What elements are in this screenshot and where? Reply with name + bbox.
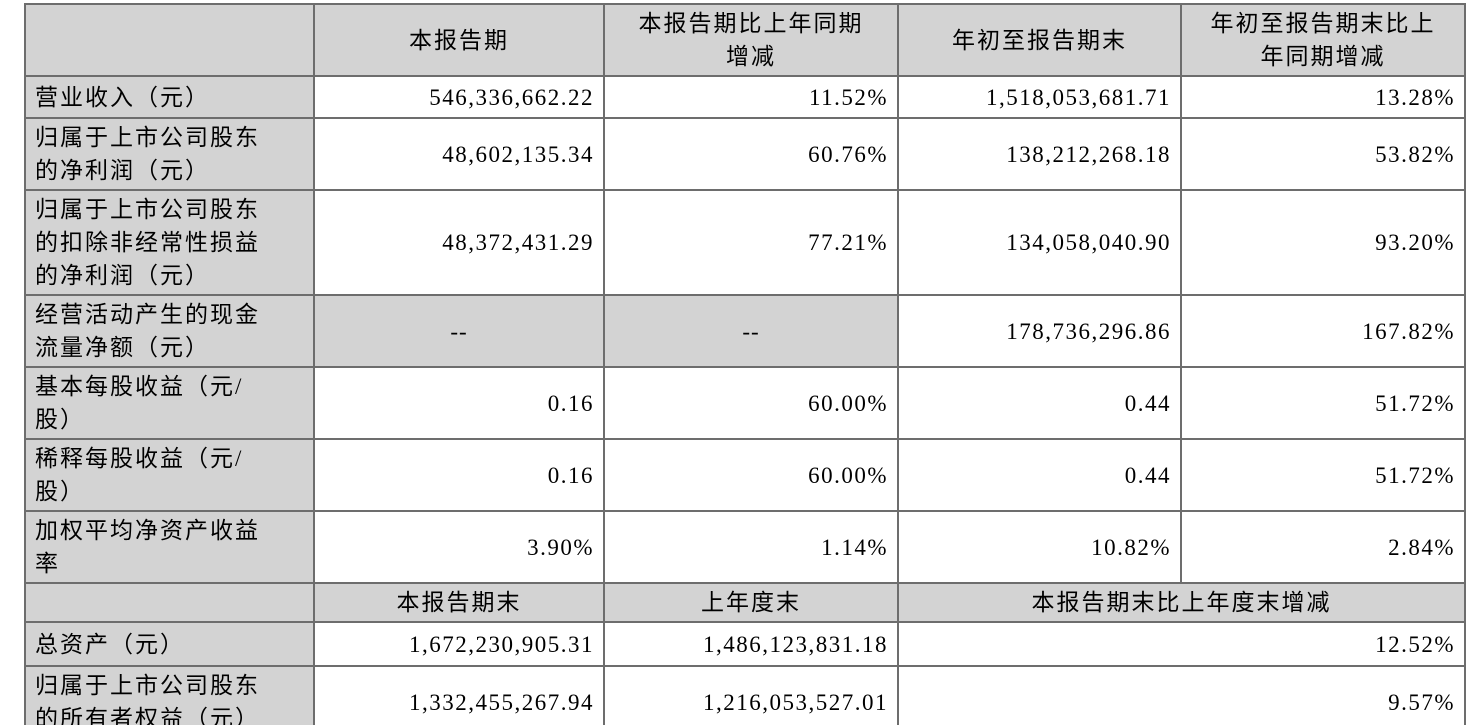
value-current-period: 0.16 xyxy=(313,366,605,440)
value-current-period-yoy: 11.52% xyxy=(603,75,899,119)
row-label: 经营活动产生的现金 流量净额（元） xyxy=(24,294,315,368)
value-period-end: 1,332,455,267.94 xyxy=(313,665,605,725)
value-current-period: 3.90% xyxy=(313,510,605,584)
value-current-period-placeholder: -- xyxy=(313,294,605,368)
row-operating-revenue: 营业收入（元） 546,336,662.22 11.52% 1,518,053,… xyxy=(24,75,1466,119)
header-change-vs-prior-year-end: 本报告期末比上年度末增减 xyxy=(897,582,1466,623)
row-basic-eps: 基本每股收益（元/ 股） 0.16 60.00% 0.44 51.72% xyxy=(24,366,1466,440)
value-ytd: 134,058,040.90 xyxy=(897,189,1182,296)
value-current-period: 48,602,135.34 xyxy=(313,117,605,191)
row-weighted-avg-roe: 加权平均净资产收益 率 3.90% 1.14% 10.82% 2.84% xyxy=(24,510,1466,584)
bottom-header-row: 本报告期末 上年度末 本报告期末比上年度末增减 xyxy=(24,582,1466,623)
value-current-period-yoy: 60.76% xyxy=(603,117,899,191)
value-ytd-yoy: 51.72% xyxy=(1180,438,1466,512)
value-current-period-yoy: 60.00% xyxy=(603,438,899,512)
value-ytd: 178,736,296.86 xyxy=(897,294,1182,368)
value-current-period-yoy: 77.21% xyxy=(603,189,899,296)
row-label: 归属于上市公司股东 的净利润（元） xyxy=(24,117,315,191)
value-current-period-yoy: 60.00% xyxy=(603,366,899,440)
value-ytd: 0.44 xyxy=(897,438,1182,512)
value-current-period: 546,336,662.22 xyxy=(313,75,605,119)
value-prior-year-end: 1,486,123,831.18 xyxy=(603,621,899,667)
row-label: 稀释每股收益（元/ 股） xyxy=(24,438,315,512)
value-period-end: 1,672,230,905.31 xyxy=(313,621,605,667)
value-ytd: 0.44 xyxy=(897,366,1182,440)
value-ytd-yoy: 167.82% xyxy=(1180,294,1466,368)
value-current-period: 0.16 xyxy=(313,438,605,512)
financial-key-metrics-table: 本报告期 本报告期比上年同期 增减 年初至报告期末 年初至报告期末比上 年同期增… xyxy=(24,3,1466,725)
row-label: 归属于上市公司股东 的扣除非经常性损益 的净利润（元） xyxy=(24,189,315,296)
header-ytd-yoy: 年初至报告期末比上 年同期增减 xyxy=(1180,3,1466,77)
row-net-profit-excl-nonrecurring: 归属于上市公司股东 的扣除非经常性损益 的净利润（元） 48,372,431.2… xyxy=(24,189,1466,296)
header-current-period-yoy: 本报告期比上年同期 增减 xyxy=(603,3,899,77)
row-label: 营业收入（元） xyxy=(24,75,315,119)
value-current-period: 48,372,431.29 xyxy=(313,189,605,296)
row-equity-attributable: 归属于上市公司股东 的所有者权益（元） 1,332,455,267.94 1,2… xyxy=(24,665,1466,725)
value-change: 12.52% xyxy=(897,621,1466,667)
row-net-profit-attributable: 归属于上市公司股东 的净利润（元） 48,602,135.34 60.76% 1… xyxy=(24,117,1466,191)
value-ytd-yoy: 51.72% xyxy=(1180,366,1466,440)
corner-cell xyxy=(24,3,315,77)
row-label: 归属于上市公司股东 的所有者权益（元） xyxy=(24,665,315,725)
row-diluted-eps: 稀释每股收益（元/ 股） 0.16 60.00% 0.44 51.72% xyxy=(24,438,1466,512)
header-prior-year-end: 上年度末 xyxy=(603,582,899,623)
value-change: 9.57% xyxy=(897,665,1466,725)
value-ytd: 10.82% xyxy=(897,510,1182,584)
value-current-period-yoy-placeholder: -- xyxy=(603,294,899,368)
value-ytd: 138,212,268.18 xyxy=(897,117,1182,191)
value-ytd-yoy: 13.28% xyxy=(1180,75,1466,119)
header-ytd: 年初至报告期末 xyxy=(897,3,1182,77)
row-total-assets: 总资产（元） 1,672,230,905.31 1,486,123,831.18… xyxy=(24,621,1466,667)
value-prior-year-end: 1,216,053,527.01 xyxy=(603,665,899,725)
value-ytd-yoy: 53.82% xyxy=(1180,117,1466,191)
header-current-period: 本报告期 xyxy=(313,3,605,77)
value-ytd-yoy: 2.84% xyxy=(1180,510,1466,584)
value-ytd: 1,518,053,681.71 xyxy=(897,75,1182,119)
value-ytd-yoy: 93.20% xyxy=(1180,189,1466,296)
row-label: 总资产（元） xyxy=(24,621,315,667)
top-header-row: 本报告期 本报告期比上年同期 增减 年初至报告期末 年初至报告期末比上 年同期增… xyxy=(24,3,1466,77)
row-operating-cash-flow: 经营活动产生的现金 流量净额（元） -- -- 178,736,296.86 1… xyxy=(24,294,1466,368)
row-label: 加权平均净资产收益 率 xyxy=(24,510,315,584)
corner-cell xyxy=(24,582,315,623)
value-current-period-yoy: 1.14% xyxy=(603,510,899,584)
header-period-end: 本报告期末 xyxy=(313,582,605,623)
row-label: 基本每股收益（元/ 股） xyxy=(24,366,315,440)
